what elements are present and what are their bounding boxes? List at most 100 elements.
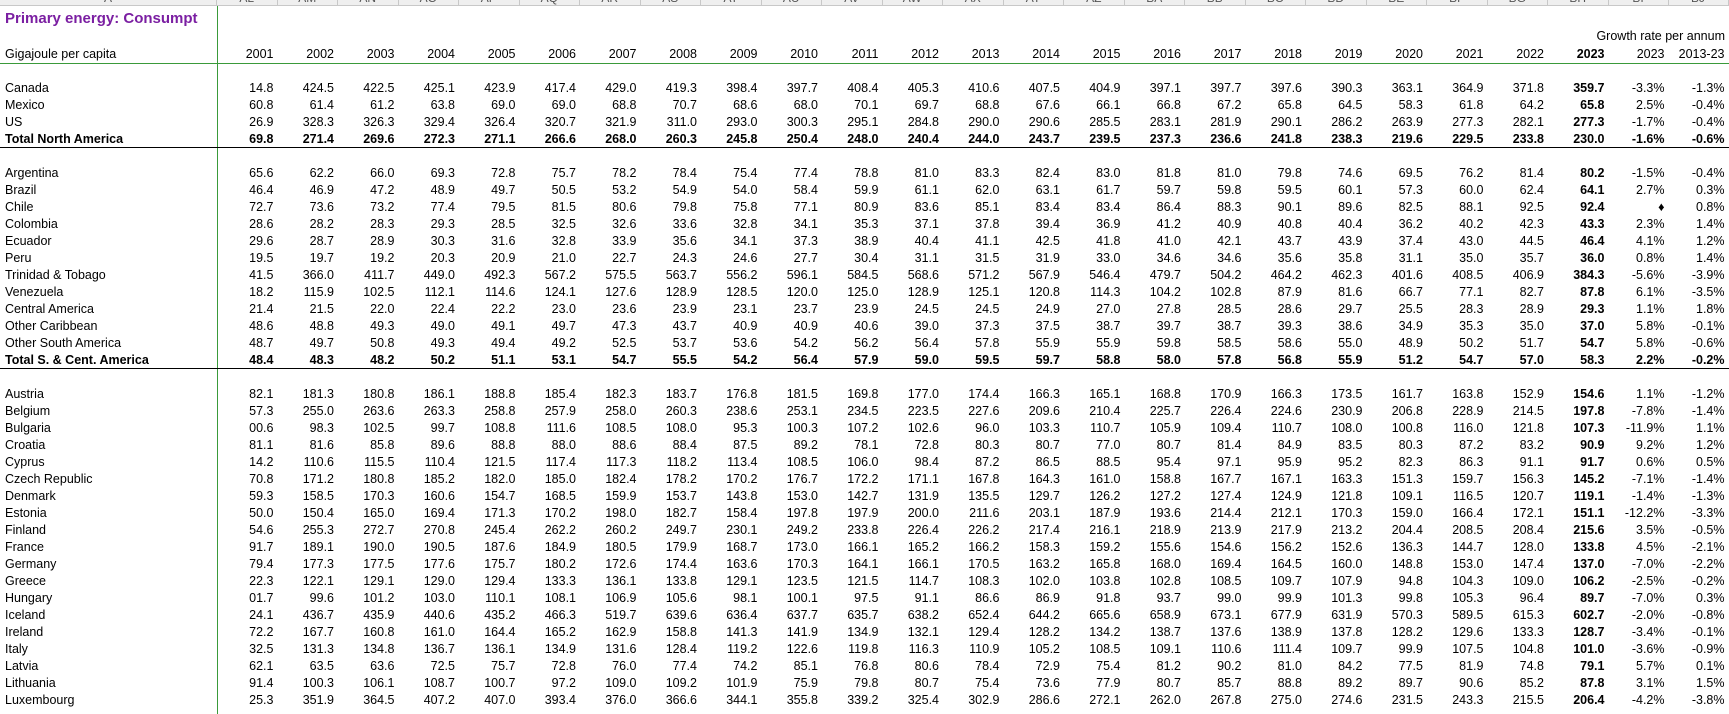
cell: 53.1 xyxy=(551,353,576,367)
cell: 38.7 xyxy=(1217,319,1242,333)
cell: 339.2 xyxy=(847,693,879,707)
cell: 48.3 xyxy=(309,353,334,367)
cell: 200.0 xyxy=(907,506,939,520)
cell: 293.0 xyxy=(726,115,758,129)
cell: 602.7 xyxy=(1573,608,1605,622)
cell: 77.9 xyxy=(1096,676,1121,690)
cell: 154.7 xyxy=(484,489,516,503)
cell: 62.1 xyxy=(249,659,274,673)
cell: 152.9 xyxy=(1512,387,1544,401)
cell: 109.1 xyxy=(1149,642,1181,656)
cell: 40.9 xyxy=(733,319,758,333)
cell: 213.2 xyxy=(1331,523,1363,537)
cell: 108.0 xyxy=(665,421,697,435)
cell: 129.7 xyxy=(1028,489,1060,503)
cell: -1.2% xyxy=(1691,387,1725,401)
cell: 329.4 xyxy=(423,115,455,129)
cell: 193.6 xyxy=(1149,506,1181,520)
cell: 23.9 xyxy=(672,302,697,316)
cell: 371.8 xyxy=(1512,81,1544,95)
cell: 50.8 xyxy=(370,336,395,350)
cell: 102.6 xyxy=(907,421,939,435)
cell: 44.5 xyxy=(1519,234,1544,248)
cell: 108.7 xyxy=(423,676,455,690)
cell: 58.3 xyxy=(1580,353,1605,367)
cell: 55.9 xyxy=(1338,353,1363,367)
cell: 255.3 xyxy=(302,523,334,537)
year-header: 2014 xyxy=(1032,47,1060,61)
cell: 47.2 xyxy=(370,183,395,197)
cell: 203.1 xyxy=(1028,506,1060,520)
cell: 137.0 xyxy=(1573,557,1605,571)
cell: 245.8 xyxy=(726,132,758,146)
cell: 1.2% xyxy=(1696,234,1725,248)
cell: 116.0 xyxy=(1453,421,1484,435)
cell: 98.4 xyxy=(914,455,939,469)
cell: 81.8 xyxy=(1156,166,1181,180)
cell: -3.5% xyxy=(1691,285,1725,299)
cell: 47.3 xyxy=(612,319,637,333)
cell: 128.9 xyxy=(665,285,697,299)
cell: 168.8 xyxy=(1149,387,1181,401)
cell: 89.6 xyxy=(430,438,455,452)
cell: 277.3 xyxy=(1452,115,1484,129)
cell: 160.8 xyxy=(363,625,395,639)
cell: 99.0 xyxy=(1217,591,1242,605)
cell: 116.3 xyxy=(908,642,939,656)
cell: 134.9 xyxy=(847,625,879,639)
cell: 40.2 xyxy=(1459,217,1484,231)
cell: 82.4 xyxy=(1035,166,1060,180)
cell: 277.3 xyxy=(1573,115,1605,129)
cell: 49.3 xyxy=(430,336,455,350)
cell: 248.0 xyxy=(847,132,879,146)
cell: 38.9 xyxy=(854,234,879,248)
cell: 99.9 xyxy=(1277,591,1302,605)
cell: 108.8 xyxy=(484,421,516,435)
cell: 75.4 xyxy=(733,166,758,180)
cell: 320.7 xyxy=(544,115,576,129)
cell: 110.9 xyxy=(969,642,1000,656)
cell: 243.7 xyxy=(1028,132,1060,146)
cell: -3.9% xyxy=(1691,268,1725,282)
row-label: Total North America xyxy=(5,132,124,146)
cell: 80.7 xyxy=(1156,438,1181,452)
cell: 519.7 xyxy=(605,608,637,622)
cell: 117.3 xyxy=(606,455,637,469)
cell: 24.6 xyxy=(733,251,758,265)
cell: 77.0 xyxy=(1096,438,1121,452)
cell: 250.4 xyxy=(786,132,818,146)
cell: 83.4 xyxy=(1096,200,1121,214)
cell: 95.4 xyxy=(1156,455,1181,469)
cell: 143.8 xyxy=(726,489,758,503)
row-label: France xyxy=(5,540,44,554)
cell: 101.9 xyxy=(726,676,758,690)
cell: 462.3 xyxy=(1331,268,1363,282)
cell: 119.2 xyxy=(727,642,758,656)
cell: 5.8% xyxy=(1636,319,1665,333)
cell: 172.2 xyxy=(847,472,879,486)
cell: 208.4 xyxy=(1512,523,1544,537)
cell: 63.6 xyxy=(370,659,395,673)
cell: 27.0 xyxy=(1096,302,1121,316)
cell: 408.4 xyxy=(847,81,879,95)
cell: 262.0 xyxy=(1149,693,1181,707)
cell: 63.1 xyxy=(1035,183,1060,197)
cell: 110.7 xyxy=(1090,421,1121,435)
cell: 81.4 xyxy=(1217,438,1242,452)
cell: 241.8 xyxy=(1270,132,1302,146)
cell: 165.2 xyxy=(544,625,576,639)
cell: 35.3 xyxy=(854,217,879,231)
cell: 504.2 xyxy=(1210,268,1242,282)
cell: 109.7 xyxy=(1270,574,1302,588)
cell: 364.5 xyxy=(363,693,395,707)
cell: 31.1 xyxy=(1398,251,1423,265)
cell: 215.6 xyxy=(1573,523,1605,537)
cell: 286.6 xyxy=(1028,693,1060,707)
cell: 404.9 xyxy=(1089,81,1121,95)
cell: 132.1 xyxy=(907,625,939,639)
cell: 54.2 xyxy=(793,336,818,350)
cell: 0.8% xyxy=(1696,200,1725,214)
cell: -7.0% xyxy=(1631,557,1665,571)
cell: 75.8 xyxy=(733,200,758,214)
cell: 407.5 xyxy=(1028,81,1060,95)
